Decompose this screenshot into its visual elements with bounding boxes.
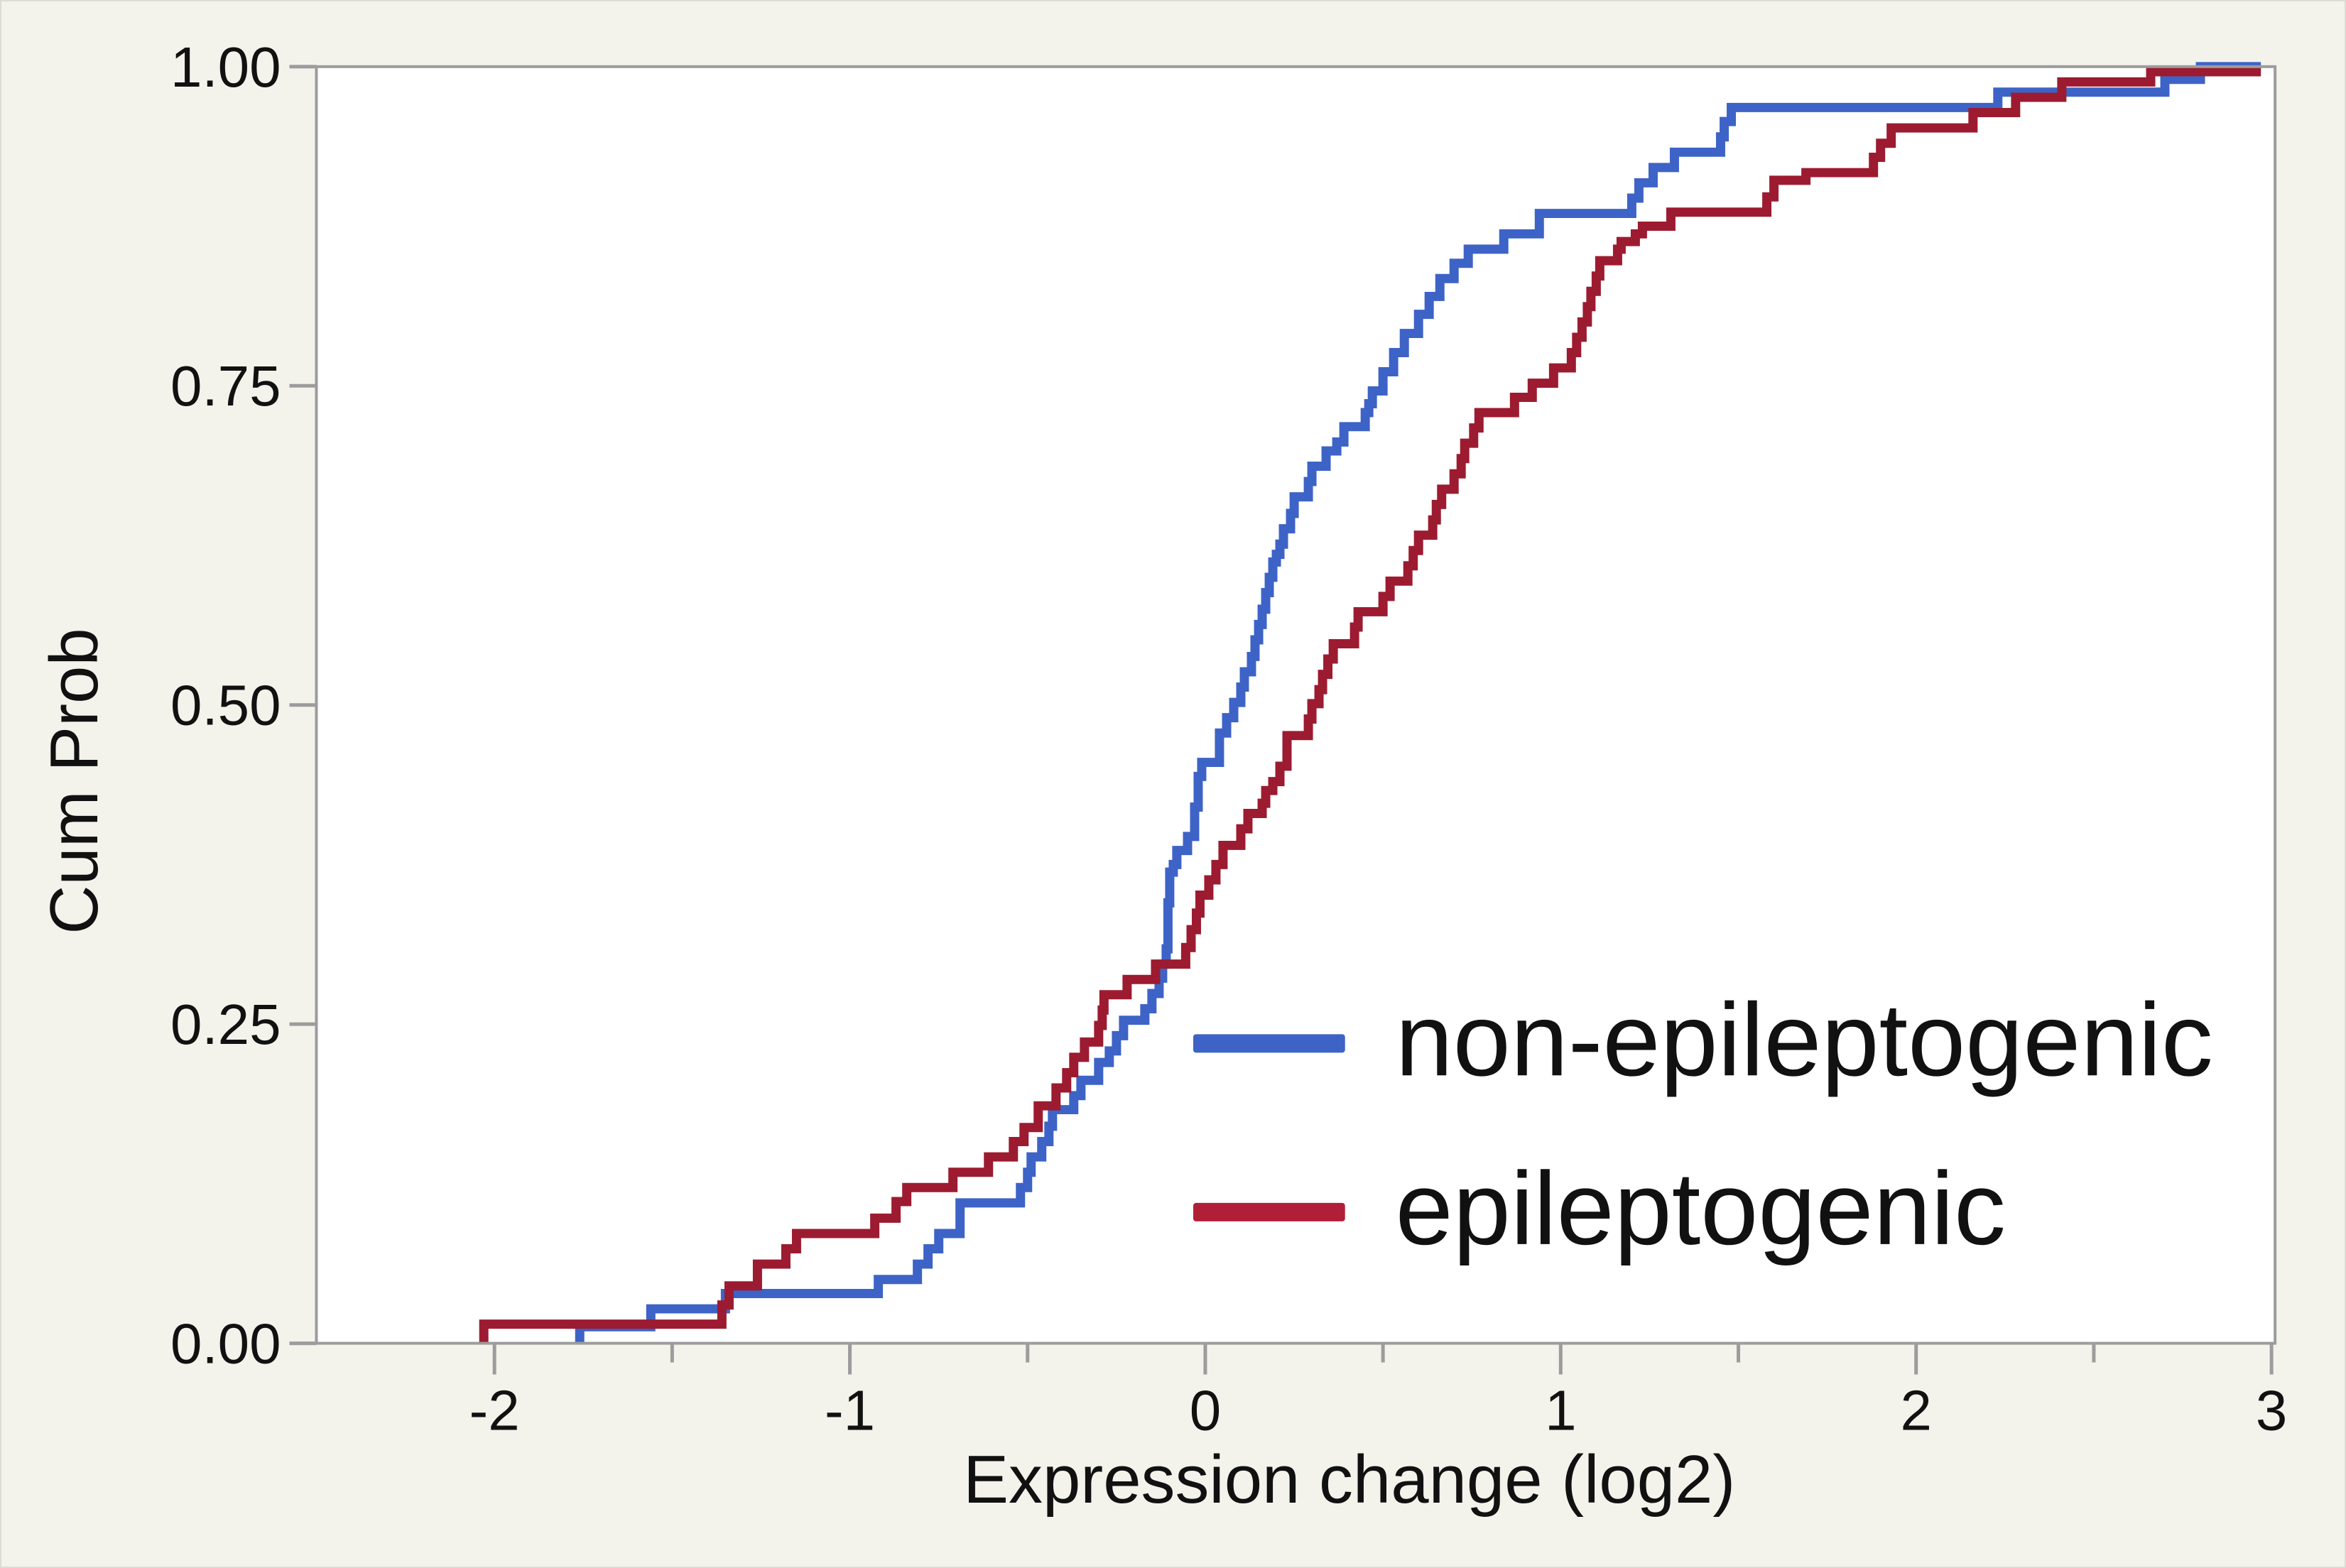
x-tick-label: -1 (825, 1378, 875, 1442)
x-axis-title: Expression change (log2) (963, 1442, 1735, 1518)
legend-swatch-epileptogenic (1193, 1202, 1345, 1221)
legend-label-non-epileptogenic: non-epileptogenic (1396, 981, 2213, 1097)
y-tick-label: 0.50 (170, 674, 281, 737)
x-tick-label: 3 (2256, 1378, 2287, 1442)
y-axis-title: Cum Prob (36, 628, 112, 934)
legend-swatch-non-epileptogenic (1193, 1034, 1345, 1053)
x-tick-label: 2 (1901, 1378, 1932, 1442)
y-tick-label: 0.75 (170, 354, 281, 418)
ecdf-curve-epileptogenic (479, 67, 2261, 1344)
legend-label-epileptogenic: epileptogenic (1396, 1150, 2006, 1266)
legend: non-epileptogenic epileptogenic (1193, 981, 2213, 1266)
plot-area (316, 66, 2276, 1344)
y-tick-label: 1.00 (170, 36, 281, 99)
x-tick-label: -2 (469, 1378, 520, 1442)
y-tick-label: 0.25 (170, 993, 281, 1056)
x-tick-label: 1 (1545, 1378, 1576, 1442)
tick-layer (289, 65, 2274, 1375)
series-layer (479, 62, 2261, 1344)
y-tick-label: 0.00 (170, 1312, 281, 1376)
plot-frame (315, 65, 2277, 1345)
ecdf-curve-non-epileptogenic (575, 62, 2261, 1344)
x-tick-label: 0 (1190, 1378, 1221, 1442)
tick-label-layer: -2 -1 0 1 2 3 0.00 0.25 0.50 0.75 1.00 (170, 36, 2287, 1442)
